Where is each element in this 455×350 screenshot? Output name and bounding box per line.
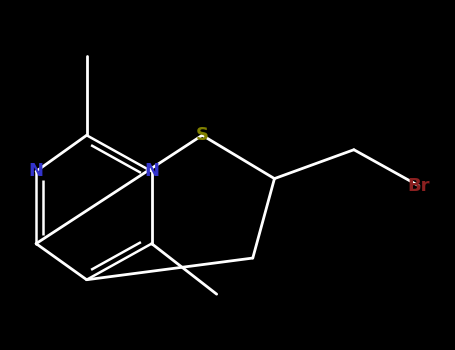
Text: N: N xyxy=(144,162,159,180)
Text: Br: Br xyxy=(408,177,430,195)
Text: S: S xyxy=(196,126,209,144)
Text: N: N xyxy=(29,162,44,180)
